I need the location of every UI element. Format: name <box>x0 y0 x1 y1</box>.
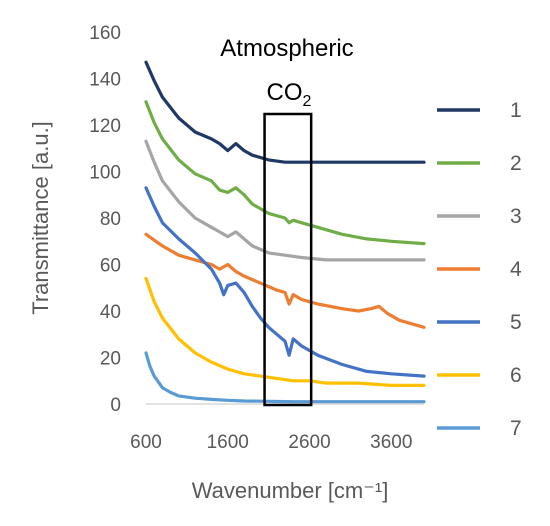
legend-label-1: 1 <box>510 99 522 122</box>
series-line-3 <box>144 139 426 262</box>
legend-label-7: 7 <box>510 417 522 440</box>
legend-label-2: 2 <box>510 152 522 175</box>
y-tick-label: 20 <box>100 349 121 370</box>
x-axis-title: Wavenumber [cm⁻¹] <box>192 478 389 503</box>
x-tick-label: 600 <box>130 432 162 453</box>
y-tick-label: 80 <box>100 209 121 230</box>
y-axis-title: Transmittance [a.u.] <box>28 121 53 315</box>
y-tick-label: 40 <box>100 302 121 323</box>
annotation-text-line2: CO2 <box>267 79 312 110</box>
annotation-subscript-text: 2 <box>303 93 312 110</box>
y-tick-label: 100 <box>89 163 121 184</box>
legend-label-3: 3 <box>510 205 522 228</box>
series-line-5 <box>144 186 426 378</box>
series-line-2 <box>144 100 426 246</box>
y-tick-label: 120 <box>89 116 121 137</box>
annotation-text-line1: Atmospheric <box>220 35 353 62</box>
y-tick-label: 160 <box>89 23 121 44</box>
series-line-6 <box>144 276 426 387</box>
co2-annotation-box <box>263 112 313 407</box>
y-tick-label: 0 <box>110 395 121 416</box>
y-axis-ticks: 0 20 40 60 80 100 120 140 160 <box>89 23 121 416</box>
annotation-co-text: CO <box>267 79 303 106</box>
legend: 1 2 3 4 5 6 7 <box>437 99 522 440</box>
x-tick-label: 1600 <box>207 432 249 453</box>
legend-label-6: 6 <box>510 364 522 387</box>
series-line-1 <box>144 60 426 164</box>
series-lines <box>144 60 426 404</box>
series-line-7 <box>144 351 426 404</box>
x-tick-label: 3600 <box>370 432 412 453</box>
x-axis-ticks: 600 1600 2600 3600 <box>130 432 412 453</box>
legend-label-4: 4 <box>510 258 522 281</box>
y-tick-label: 60 <box>100 256 121 277</box>
legend-label-5: 5 <box>510 311 522 334</box>
y-tick-label: 140 <box>89 70 121 91</box>
x-tick-label: 2600 <box>288 432 330 453</box>
